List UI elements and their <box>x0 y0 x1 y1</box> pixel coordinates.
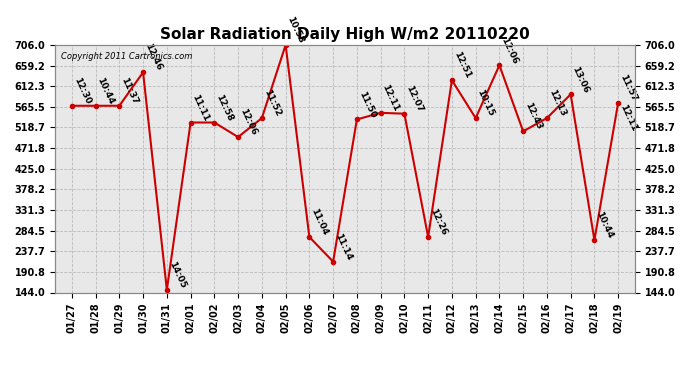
Text: 12:30: 12:30 <box>72 76 92 106</box>
Text: 12:58: 12:58 <box>215 93 235 123</box>
Text: 11:14: 11:14 <box>333 232 353 262</box>
Text: 12:07: 12:07 <box>404 84 424 114</box>
Text: 11:37: 11:37 <box>119 76 139 106</box>
Text: 10:58: 10:58 <box>286 15 306 45</box>
Text: 10:15: 10:15 <box>475 88 496 118</box>
Text: 11:50: 11:50 <box>357 90 377 119</box>
Text: 11:04: 11:04 <box>309 207 330 237</box>
Text: 10:44: 10:44 <box>594 210 615 240</box>
Text: 12:11: 12:11 <box>618 103 638 132</box>
Text: 11:57: 11:57 <box>618 73 638 103</box>
Text: 11:52: 11:52 <box>262 88 282 118</box>
Text: 12:11: 12:11 <box>381 83 401 113</box>
Text: 12:43: 12:43 <box>523 102 544 131</box>
Text: 12:06: 12:06 <box>238 107 258 137</box>
Text: 12:13: 12:13 <box>547 88 567 118</box>
Text: 11:11: 11:11 <box>190 93 211 123</box>
Text: 12:26: 12:26 <box>428 207 448 237</box>
Text: 14:05: 14:05 <box>167 260 187 290</box>
Text: 12:06: 12:06 <box>500 36 520 65</box>
Text: 10:44: 10:44 <box>96 76 116 106</box>
Text: Copyright 2011 Cartronics.com: Copyright 2011 Cartronics.com <box>61 53 193 62</box>
Title: Solar Radiation Daily High W/m2 20110220: Solar Radiation Daily High W/m2 20110220 <box>160 27 530 42</box>
Text: 12:51: 12:51 <box>452 51 472 80</box>
Text: 13:06: 13:06 <box>571 65 591 94</box>
Text: 12:46: 12:46 <box>143 42 164 72</box>
